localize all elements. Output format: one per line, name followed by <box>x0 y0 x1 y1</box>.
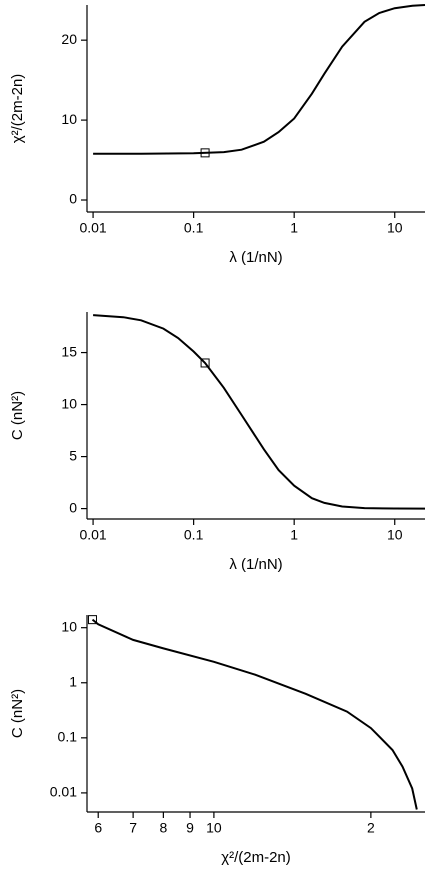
x-tick-label: 0.1 <box>184 220 204 236</box>
x-tick-label: 7 <box>129 820 137 836</box>
x-tick-label: 10 <box>206 820 222 836</box>
x-tick-label: 2 <box>367 820 375 836</box>
curve <box>93 4 426 155</box>
marker <box>87 615 97 625</box>
x-tick-label: 10 <box>387 220 403 236</box>
y-tick-label: 20 <box>61 31 77 47</box>
y-tick-label: 10 <box>61 395 77 411</box>
x-axis-label: λ (1/nN) <box>229 249 282 266</box>
x-axis-label: λ (1/nN) <box>229 556 282 573</box>
y-tick-label: 10 <box>61 111 77 127</box>
y-tick-label: 1 <box>69 673 77 689</box>
y-tick-label: 0.1 <box>58 729 78 745</box>
y-axis-label: χ²/(2m-2n) <box>9 74 26 144</box>
x-tick-label: 10 <box>387 527 403 543</box>
y-axis-label: C (nN²) <box>9 391 26 440</box>
marker <box>200 358 210 368</box>
y-axis-label: C (nN²) <box>9 689 26 738</box>
curve <box>91 618 418 810</box>
y-tick-label: 0 <box>69 191 77 207</box>
x-tick-label: 6 <box>94 820 102 836</box>
x-tick-label: 1 <box>290 220 298 236</box>
y-tick-label: 10 <box>61 618 77 634</box>
x-axis-label: χ²/(2m-2n) <box>221 849 291 866</box>
x-tick-label: 0.1 <box>184 527 204 543</box>
x-tick-label: 9 <box>186 820 194 836</box>
y-tick-label: 0.01 <box>50 784 77 800</box>
x-tick-label: 0.01 <box>79 527 106 543</box>
x-tick-label: 0.01 <box>79 220 106 236</box>
y-tick-label: 5 <box>69 447 77 463</box>
marker <box>200 148 210 158</box>
curve <box>93 314 426 510</box>
y-tick-label: 15 <box>61 343 77 359</box>
y-tick-label: 0 <box>69 499 77 515</box>
x-tick-label: 1 <box>290 527 298 543</box>
x-tick-label: 8 <box>159 820 167 836</box>
